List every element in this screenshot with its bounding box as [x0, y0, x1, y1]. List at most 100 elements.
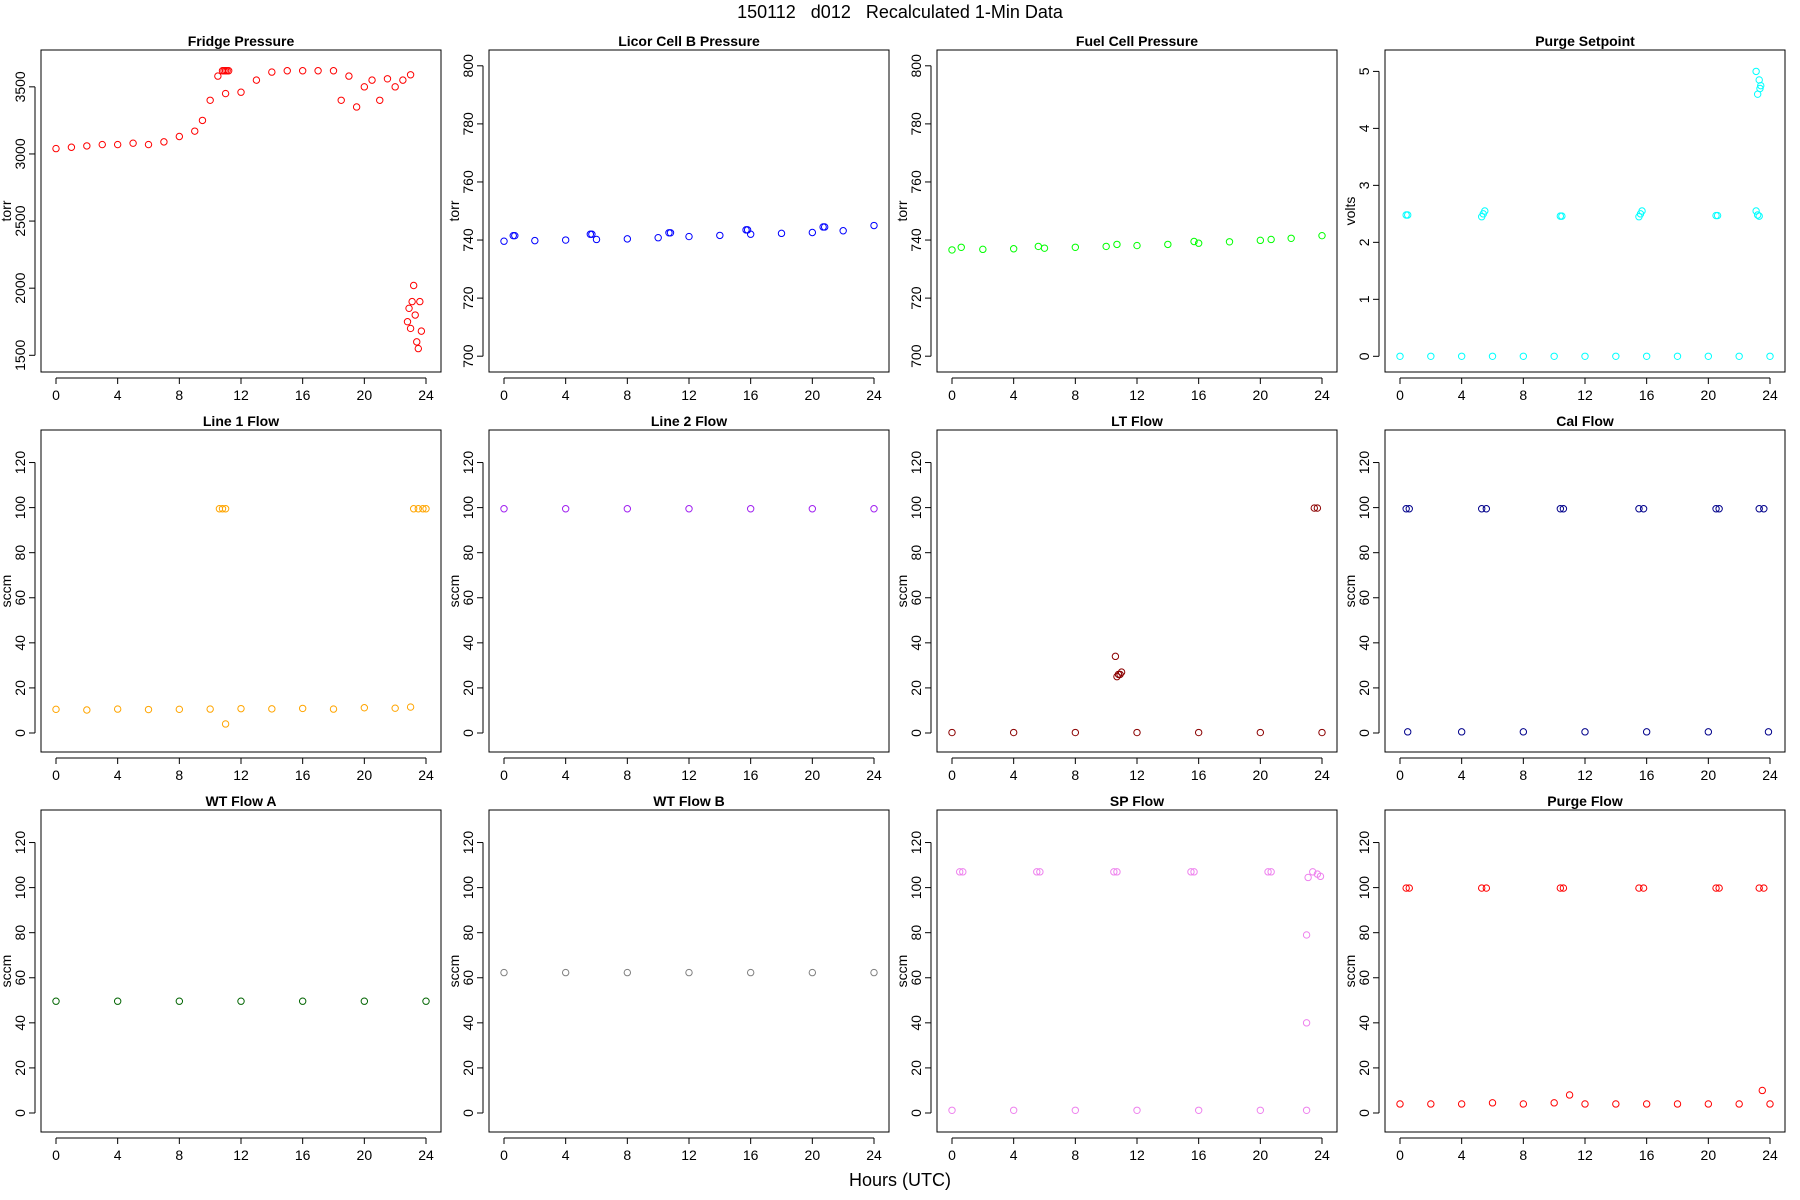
data-point	[1642, 728, 1651, 736]
data-point	[1133, 1106, 1141, 1114]
data-point	[808, 505, 817, 513]
data-point	[1313, 504, 1322, 512]
data-point	[113, 140, 122, 149]
data-point	[206, 705, 214, 713]
x-tick-label: 4	[114, 767, 122, 783]
y-tick-label: 780	[908, 112, 924, 136]
panel-title: LT Flow	[1111, 413, 1163, 429]
data-point	[1396, 1100, 1404, 1108]
data-point	[298, 67, 307, 75]
chart-panel: Fridge Pressure torr 0 4 8 12 16 20 24 1500 2000 25…	[0, 33, 442, 403]
x-tick-label: 12	[1577, 1147, 1593, 1163]
x-tick-label: 4	[1458, 1147, 1466, 1163]
data-point	[1111, 652, 1120, 661]
data-point	[1712, 884, 1720, 892]
x-tick-label: 8	[1071, 387, 1079, 403]
data-point	[1187, 868, 1195, 876]
data-point	[1164, 240, 1172, 249]
x-tick-label: 24	[418, 1147, 434, 1163]
x-tick-label: 4	[1010, 387, 1018, 403]
y-tick-label: 20	[908, 680, 924, 696]
data-point	[1704, 352, 1713, 361]
data-point	[956, 868, 964, 876]
data-point	[1756, 84, 1764, 93]
data-point	[329, 705, 338, 713]
data-point	[1302, 1019, 1311, 1027]
data-point	[1267, 868, 1275, 876]
data-point	[979, 245, 987, 254]
data-point	[1405, 884, 1413, 892]
data-point	[1704, 728, 1713, 736]
data-point	[1673, 1100, 1682, 1108]
y-tick-label: 780	[460, 112, 476, 136]
data-point	[329, 67, 338, 75]
y-tick-label: 0	[1356, 729, 1372, 737]
y-tick-label: 120	[460, 831, 476, 855]
data-point	[1457, 728, 1466, 736]
data-point	[948, 728, 956, 737]
data-point	[870, 968, 878, 977]
x-tick-label: 24	[1762, 767, 1778, 783]
data-point	[383, 75, 392, 83]
y-axis-label: sccm	[446, 955, 462, 988]
x-tick-label: 0	[52, 387, 60, 403]
x-tick-label: 20	[357, 387, 373, 403]
x-tick-label: 24	[866, 1147, 882, 1163]
x-tick-label: 20	[805, 1147, 821, 1163]
data-point	[368, 76, 376, 84]
x-tick-label: 12	[681, 767, 697, 783]
y-tick-label: 4	[1356, 124, 1372, 132]
x-tick-label: 24	[1314, 1147, 1330, 1163]
x-tick-label: 20	[805, 387, 821, 403]
data-point	[685, 968, 693, 977]
y-tick-label: 20	[460, 680, 476, 696]
x-tick-label: 20	[1701, 387, 1717, 403]
x-tick-label: 4	[562, 387, 570, 403]
data-point	[1034, 242, 1043, 251]
data-point	[1113, 240, 1121, 249]
y-tick-label: 100	[908, 876, 924, 900]
y-tick-label: 40	[460, 1015, 476, 1031]
data-point	[1133, 728, 1141, 737]
y-tick-label: 40	[1356, 1015, 1372, 1031]
x-tick-label: 8	[623, 387, 631, 403]
chart-panel: Fuel Cell Pressure torr 0 4 8 12 16 20 24 700 720 7…	[894, 33, 1338, 403]
data-point	[1519, 1100, 1528, 1108]
y-axis-label: sccm	[0, 955, 14, 988]
data-point	[1102, 242, 1110, 251]
data-point	[500, 237, 508, 245]
x-tick-label: 24	[866, 387, 882, 403]
data-point	[1033, 868, 1041, 876]
data-point	[1256, 728, 1265, 737]
x-tick-label: 4	[1010, 1147, 1018, 1163]
y-axis-label: torr	[446, 200, 462, 221]
data-point	[1402, 884, 1410, 892]
data-point	[1760, 884, 1768, 892]
y-tick-label: 720	[460, 286, 476, 310]
data-point	[1550, 352, 1558, 361]
y-tick-label: 0	[12, 1109, 28, 1117]
panel-title: Fuel Cell Pressure	[1076, 33, 1198, 49]
y-tick-label: 80	[460, 545, 476, 561]
data-point	[237, 704, 245, 713]
x-tick-label: 8	[1519, 1147, 1527, 1163]
y-axis-label: volts	[1342, 197, 1358, 226]
data-point	[1488, 352, 1497, 361]
data-point	[337, 96, 345, 104]
x-tick-label: 0	[1396, 1147, 1404, 1163]
data-point	[1036, 868, 1044, 876]
y-tick-label: 60	[908, 590, 924, 606]
plot-frame	[1384, 49, 1786, 373]
x-tick-label: 8	[1071, 1147, 1079, 1163]
data-point	[399, 76, 407, 84]
x-tick-label: 12	[1577, 387, 1593, 403]
x-tick-label: 8	[1519, 767, 1527, 783]
data-point	[1635, 884, 1643, 892]
data-point	[685, 505, 693, 513]
y-tick-label: 60	[1356, 590, 1372, 606]
y-axis-label: sccm	[894, 955, 910, 988]
data-point	[252, 76, 261, 84]
y-axis-label: torr	[894, 200, 910, 221]
x-tick-label: 16	[1639, 1147, 1655, 1163]
